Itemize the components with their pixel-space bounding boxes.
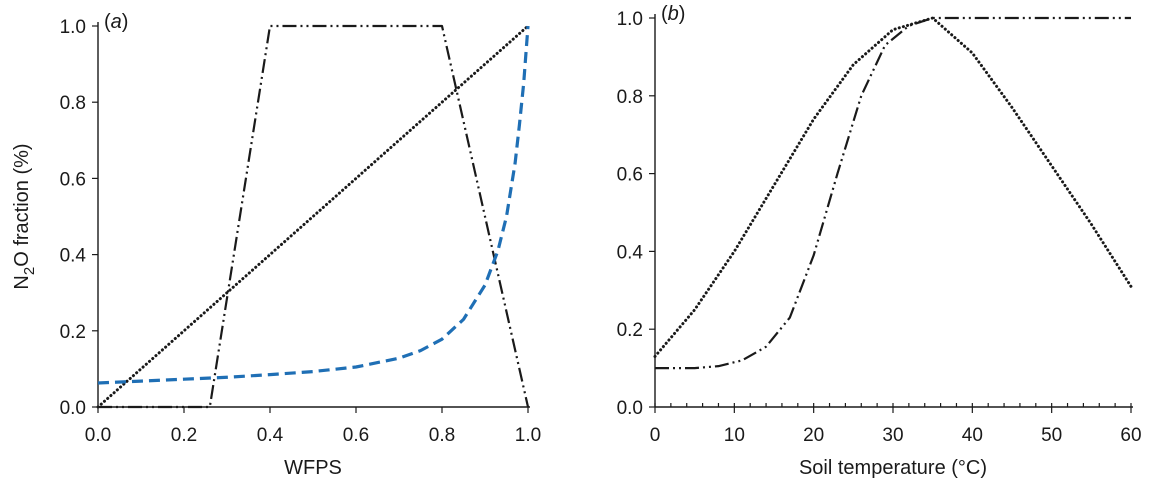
x-axis-label: WFPS [284, 457, 342, 479]
x-axis-label: Soil temperature (°C) [799, 457, 987, 479]
y-tick-label: 0.0 [60, 398, 86, 419]
series-line-dash-dot-dot [655, 16, 1131, 370]
y-tick-label: 0.0 [617, 398, 643, 419]
x-tick-label: 30 [882, 425, 903, 446]
y-tick-label: 0.6 [617, 165, 643, 186]
panel-0: 0.0 0.2 0.4 0.6 0.8 1.0 0.0 0.2 0.4 0.6 0.8 1.0 WFPS… [11, 11, 541, 479]
y-tick-label: 0.6 [60, 169, 86, 190]
x-tick-label: 0.0 [85, 425, 111, 446]
y-tick-label: 0.2 [60, 322, 86, 343]
y-axis-label: N2O fraction (%) [11, 143, 38, 289]
series-line-dashed [97, 25, 530, 385]
x-tick-label: 1.0 [515, 425, 541, 446]
y-tick-label: 0.4 [60, 246, 87, 267]
y-tick-label: 0.8 [617, 87, 643, 108]
y-tick-label: 0.4 [617, 242, 644, 263]
x-tick-label: 0 [650, 425, 661, 446]
panel-1: 0 10 20 30 40 50 60 0.0 0.2 0.4 0.6 0.8 1.0 Soil temp… [617, 3, 1142, 479]
panel-label: (b) [661, 3, 685, 25]
series-line-dash-dot-dot [98, 24, 530, 409]
series-line-dotted [96, 24, 530, 409]
x-tick-label: 0.6 [343, 425, 369, 446]
x-tick-label: 20 [803, 425, 824, 446]
y-tick-label: 1.0 [60, 17, 86, 38]
x-tick-label: 50 [1041, 425, 1062, 446]
panel-label: (a) [104, 11, 128, 33]
series-line-dotted [653, 16, 1133, 358]
x-tick-label: 0.4 [257, 425, 284, 446]
x-tick-label: 0.2 [171, 425, 197, 446]
x-tick-label: 60 [1120, 425, 1141, 446]
y-tick-label: 0.2 [617, 320, 643, 341]
y-tick-label: 1.0 [617, 9, 643, 30]
x-tick-label: 40 [962, 425, 983, 446]
x-tick-label: 0.8 [429, 425, 455, 446]
y-tick-label: 0.8 [60, 93, 86, 114]
x-tick-label: 10 [724, 425, 745, 446]
